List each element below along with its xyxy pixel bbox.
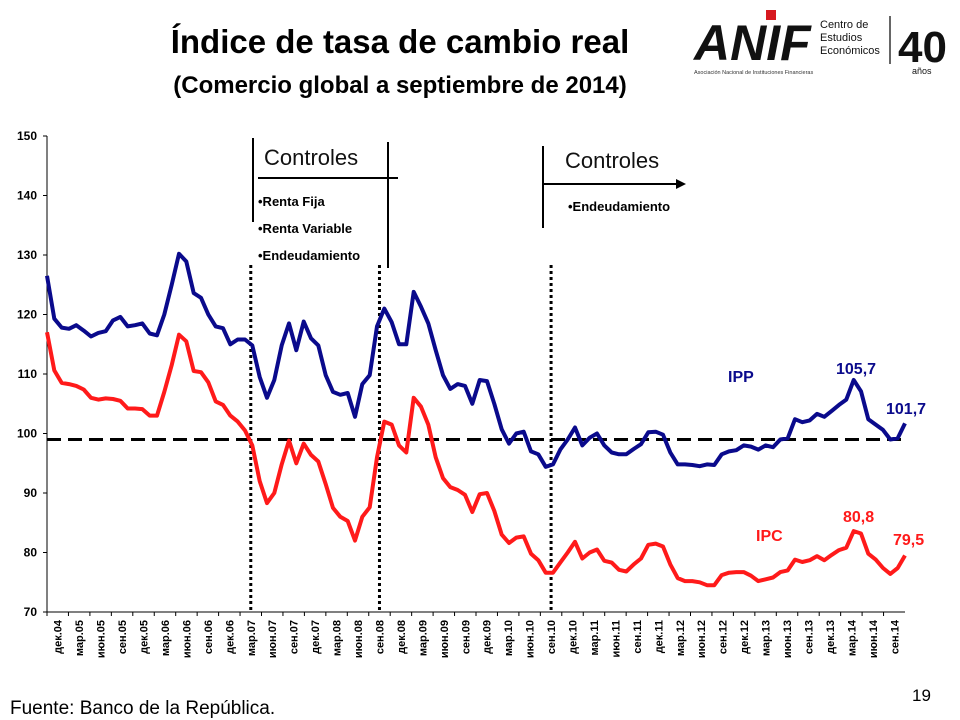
x-tick-label: сен.12 (718, 620, 730, 654)
controls-annotations: Controles •Renta Fija •Renta Variable •Ende… (252, 138, 686, 268)
y-tick-label: 140 (17, 189, 37, 203)
x-tick-label: мар.09 (417, 620, 429, 656)
x-tick-label: июн.13 (782, 620, 794, 658)
series-annotations: IPP 105,7 101,7 IPC 80,8 79,5 (728, 361, 926, 549)
x-tick-label: мар.14 (846, 619, 858, 656)
x-tick-label: дек.08 (396, 620, 408, 654)
controls-item: •Renta Variable (258, 221, 352, 236)
ipp-peak-label: 105,7 (836, 361, 876, 378)
x-tick-label: мар.08 (332, 620, 344, 656)
controls-item: •Endeudamiento (258, 248, 360, 263)
y-tick-label: 100 (17, 427, 37, 441)
chart-subtitle: (Comercio global a septiembre de 2014) (173, 72, 627, 99)
anif-logo: ANIF Asociación Nacional de Institucione… (692, 10, 947, 76)
logo-center-1: Centro de (820, 19, 868, 31)
y-tick-label: 80 (24, 546, 38, 560)
y-tick-label: 150 (17, 129, 37, 143)
x-tick-label: сен.08 (374, 620, 386, 654)
x-tick-label: дек.07 (310, 620, 322, 654)
controls-item: •Renta Fija (258, 194, 325, 209)
x-tick-label: июн.11 (610, 620, 622, 658)
series-line-ipp (45, 251, 907, 469)
x-tick-label: июн.09 (439, 620, 451, 658)
x-tick-label: мар.05 (74, 620, 86, 656)
x-tick-label: дек.11 (653, 620, 665, 653)
logo-tagline: Asociación Nacional de Instituciones Fin… (694, 70, 813, 76)
x-tick-label: мар.06 (160, 620, 172, 656)
x-tick-label: июн.05 (96, 620, 108, 658)
x-axis-labels: дек.04 мар.05 июн.05 сен.05 дек.05 мар.06 июн.… (46, 612, 901, 658)
x-tick-label: мар.10 (503, 620, 515, 656)
source-note: Fuente: Banco de la República. (10, 698, 276, 719)
controls-title-2: Controles (565, 148, 659, 173)
x-tick-label: дек.04 (53, 619, 65, 654)
y-axis-labels: 70 80 90 100 110 120 130 140 150 (17, 129, 47, 619)
logo-years-word: años (912, 66, 932, 76)
x-tick-label: дек.05 (139, 620, 151, 654)
x-tick-label: сен.09 (460, 620, 472, 654)
y-tick-label: 110 (18, 367, 38, 381)
logo-red-square (766, 10, 776, 20)
x-tick-label: июн.08 (353, 620, 365, 658)
x-tick-label: мар.13 (761, 620, 773, 656)
y-tick-label: 70 (24, 605, 38, 619)
ipc-series-label: IPC (756, 528, 783, 545)
x-tick-label: сен.07 (289, 620, 301, 654)
x-tick-label: сен.13 (803, 620, 815, 654)
x-tick-label: мар.12 (675, 620, 687, 656)
logo-brand: ANIF (692, 15, 812, 71)
ipc-last-label: 79,5 (893, 532, 924, 549)
y-tick-label: 120 (17, 308, 37, 322)
x-tick-label: июн.14 (868, 619, 880, 658)
logo-years-number: 40 (898, 23, 947, 72)
x-tick-label: дек.09 (482, 620, 494, 654)
x-tick-label: дек.13 (825, 620, 837, 654)
x-tick-label: сен.05 (117, 620, 129, 654)
logo-center-3: Económicos (820, 45, 880, 57)
x-tick-label: сен.11 (632, 620, 644, 654)
x-tick-label: сен.06 (203, 620, 215, 654)
x-tick-label: мар.11 (589, 620, 601, 656)
ipc-peak-label: 80,8 (843, 509, 874, 526)
control-dividers (249, 265, 553, 612)
x-tick-label: июн.12 (696, 620, 708, 658)
control-arrow-head (676, 179, 686, 189)
ipp-last-label: 101,7 (886, 401, 926, 418)
x-tick-label: июн.06 (181, 620, 193, 658)
series-group (45, 251, 907, 588)
series-line-ipc (45, 331, 907, 588)
y-tick-label: 90 (24, 486, 38, 500)
x-tick-label: дек.10 (568, 620, 580, 654)
controls-title-1: Controles (264, 145, 358, 170)
page-number: 19 (912, 686, 931, 705)
x-tick-label: дек.12 (739, 620, 751, 654)
y-tick-label: 130 (17, 248, 37, 262)
x-tick-label: мар.07 (246, 620, 258, 656)
x-tick-label: сен.10 (546, 620, 558, 654)
chart-title: Índice de tasa de cambio real (170, 23, 630, 60)
logo-center-2: Estudios (820, 32, 863, 44)
x-tick-label: июн.07 (267, 620, 279, 658)
x-tick-label: июн.10 (525, 620, 537, 658)
ipp-series-label: IPP (728, 369, 754, 386)
x-tick-label: сен.14 (889, 619, 901, 654)
controls-item: •Endeudamiento (568, 199, 670, 214)
x-tick-label: дек.06 (224, 620, 236, 654)
